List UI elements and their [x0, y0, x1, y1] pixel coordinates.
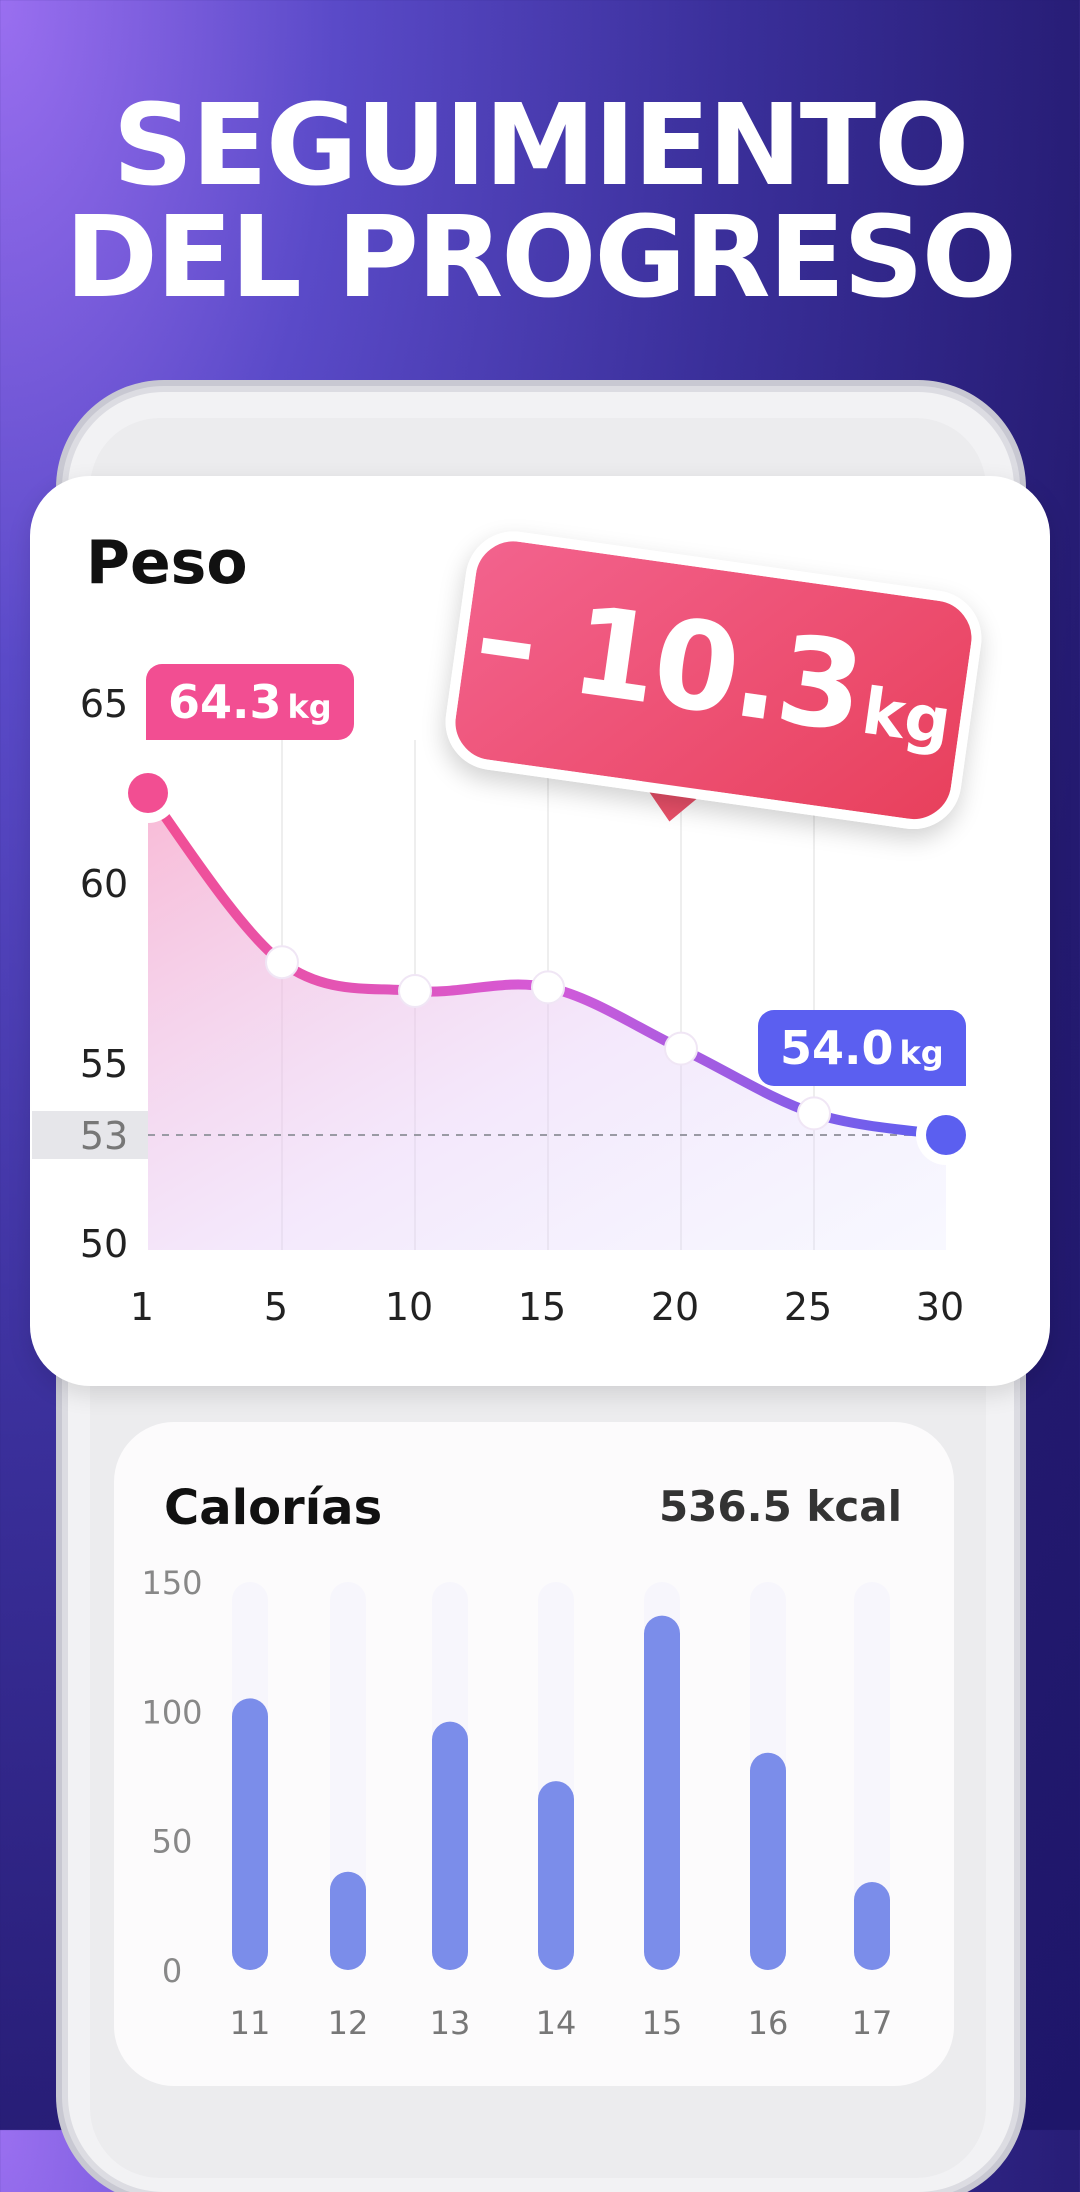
headline-line-2: DEL PROGRESO [65, 193, 1017, 323]
end-weight-value: 54.0 [780, 1021, 894, 1075]
x-tick-label: 30 [916, 1285, 964, 1329]
cal-x-tick-label: 11 [230, 2004, 271, 2042]
x-tick-label: 15 [518, 1285, 566, 1329]
end-weight-unit: kg [899, 1034, 944, 1072]
y-tick-label: 53 [80, 1114, 128, 1158]
cal-bar [644, 1615, 680, 1970]
calories-card-title: Calorías [164, 1480, 383, 1536]
cal-x-tick-label: 15 [642, 2004, 683, 2042]
start-weight-value: 64.3 [168, 675, 282, 729]
cal-y-tick-label: 0 [162, 1952, 182, 1990]
x-tick-label: 20 [651, 1285, 699, 1329]
start-point [128, 773, 168, 813]
cal-bar [330, 1871, 366, 1970]
data-point [398, 974, 432, 1008]
cal-bar [750, 1752, 786, 1970]
cal-bar [538, 1781, 574, 1970]
cal-bar [432, 1721, 468, 1970]
y-tick-label: 50 [80, 1222, 128, 1266]
weight-card-title: Peso [86, 528, 248, 598]
target-band [32, 1111, 148, 1159]
cal-x-tick-label: 12 [328, 2004, 369, 2042]
x-tick-label: 25 [784, 1285, 832, 1329]
y-tick-label: 60 [80, 862, 128, 906]
cal-x-tick-label: 13 [430, 2004, 471, 2042]
cal-x-tick-label: 17 [852, 2004, 893, 2042]
data-point [797, 1096, 831, 1131]
calories-chart: 0 50 100 150 11 12 13 14 15 16 17 [141, 1564, 893, 2042]
data-point [531, 970, 565, 1005]
calories-card: Calorías 536.5 kcal 0 50 100 150 11 12 13 14 15 1… [114, 1422, 954, 2086]
headline: SEGUIMIENTO DEL PROGRESO [0, 90, 1080, 314]
weight-loss-unit: kg [857, 674, 956, 761]
start-weight-tag: 64.3 kg [146, 664, 354, 740]
x-tick-label: 10 [385, 1285, 433, 1329]
cal-x-tick-label: 16 [748, 2004, 789, 2042]
cal-y-tick-label: 100 [141, 1693, 202, 1731]
end-point [926, 1115, 966, 1155]
x-tick-label: 1 [130, 1285, 154, 1329]
x-tick-label: 5 [264, 1285, 288, 1329]
cal-bar-track [330, 1582, 366, 1970]
cal-bar-track [854, 1582, 890, 1970]
y-tick-label: 55 [80, 1042, 128, 1086]
data-point [265, 945, 299, 980]
cal-x-tick-label: 14 [536, 2004, 577, 2042]
cal-y-tick-label: 150 [141, 1564, 202, 1602]
headline-line-1: SEGUIMIENTO [112, 81, 970, 211]
cal-bar [854, 1882, 890, 1970]
start-weight-unit: kg [287, 688, 332, 726]
cal-bar [232, 1698, 268, 1970]
y-tick-label: 65 [80, 682, 128, 726]
cal-y-tick-label: 50 [152, 1823, 193, 1861]
data-point [664, 1031, 698, 1066]
calories-total: 536.5 kcal [658, 1482, 902, 1531]
end-weight-tag: 54.0 kg [758, 1010, 966, 1086]
